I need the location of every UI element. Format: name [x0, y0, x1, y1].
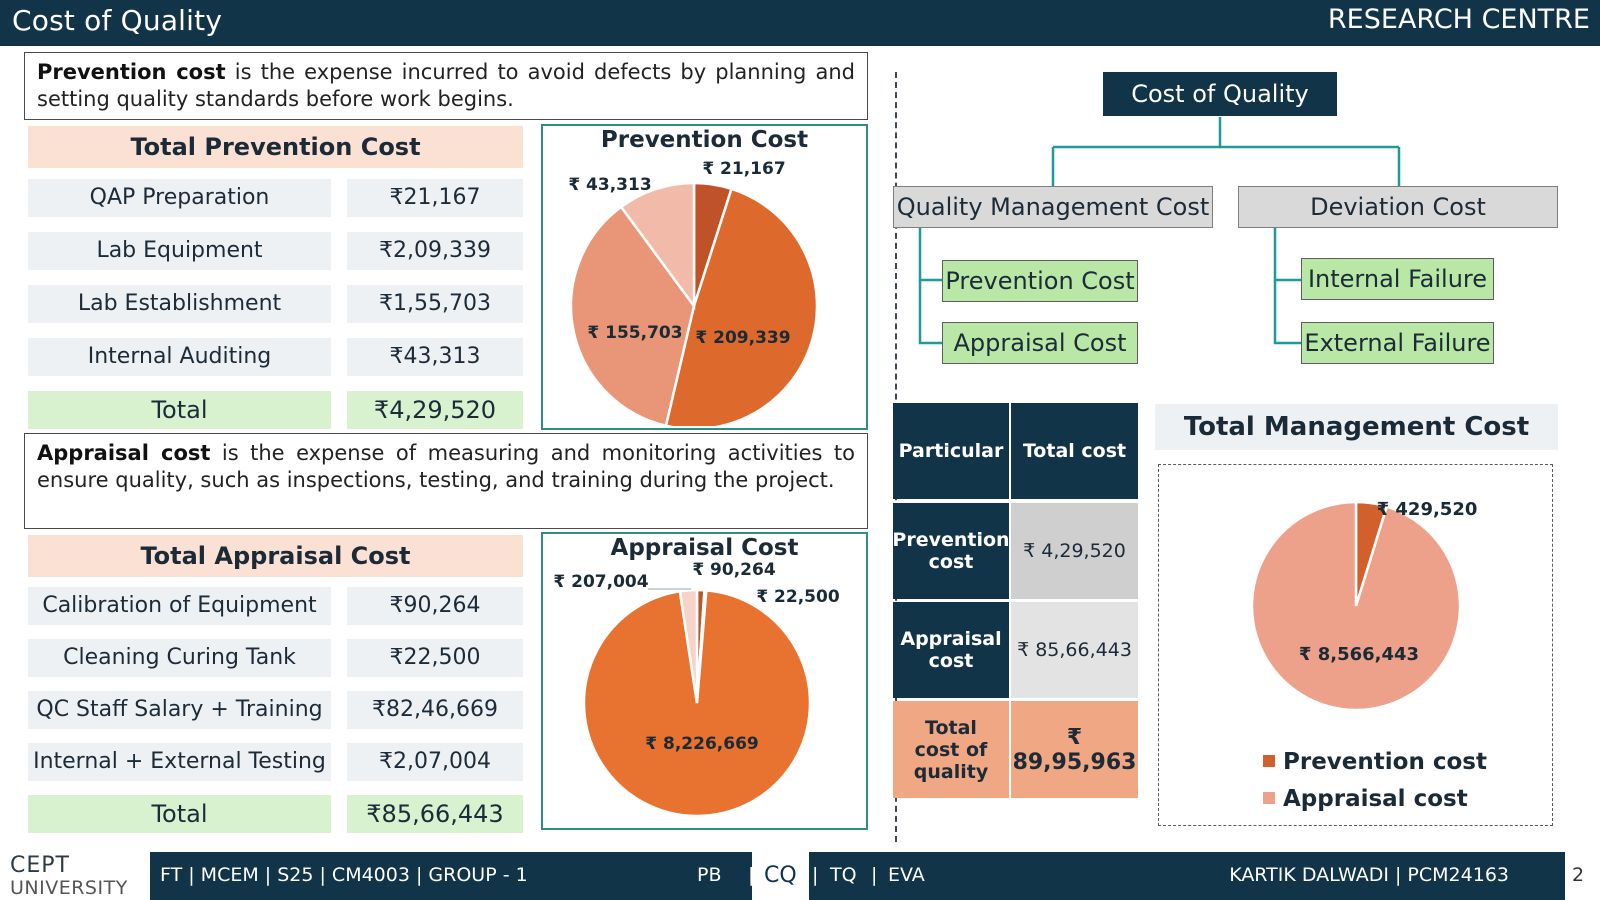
prevention-item-label: Internal Auditing — [28, 338, 331, 376]
pie-data-label: ₹ 207,004 — [553, 572, 648, 592]
org-node-root: Cost of Quality — [1103, 72, 1337, 116]
page-title: Cost of Quality — [12, 4, 223, 37]
nav-separator: | — [812, 864, 819, 886]
appraisal-item-value: ₹90,264 — [347, 587, 523, 625]
pie-data-label: ₹ 22,500 — [756, 587, 840, 607]
nav-separator: | — [748, 864, 754, 886]
org-node-appraisal: Appraisal Cost — [942, 322, 1138, 364]
pie-data-label: ₹ 155,703 — [587, 323, 682, 343]
pie-data-label: ₹ 209,339 — [695, 328, 790, 348]
prevention-item-value: ₹21,167 — [347, 179, 523, 217]
pie-slice — [1250, 500, 1462, 712]
org-node-external-failure: External Failure — [1301, 322, 1494, 364]
nav-link-tq[interactable]: TQ — [830, 864, 857, 886]
cept-university-logo: CEPT UNIVERSITY — [10, 853, 128, 900]
summary-total-label: Total cost of quality — [893, 701, 1009, 798]
nav-separator: | — [871, 864, 878, 886]
summary-row-label: Appraisal cost — [893, 602, 1009, 698]
appraisal-table-title: Total Appraisal Cost — [28, 535, 523, 577]
prevention-chart: Prevention Cost ₹ 21,167 ₹ 209,339 ₹ 155,7… — [541, 124, 868, 430]
header-bar: Cost of Quality RESEARCH CENTRE — [0, 0, 1600, 46]
org-node-quality-management: Quality Management Cost — [893, 186, 1213, 228]
pie-slice — [678, 588, 699, 704]
legend-swatch — [1263, 791, 1275, 804]
prevention-def-term: Prevention cost — [37, 60, 226, 84]
appraisal-item-value: ₹2,07,004 — [347, 743, 523, 781]
footer-author: KARTIK DALWADI | PCM24163 — [1229, 864, 1509, 886]
pie-data-label: ₹ 429,520 — [1377, 499, 1478, 520]
logo-line-1: CEPT — [10, 853, 70, 878]
summary-header-total: Total cost — [1011, 403, 1138, 499]
legend-label: Prevention cost — [1283, 749, 1487, 775]
prevention-table-title: Total Prevention Cost — [28, 126, 523, 168]
org-connector — [1273, 280, 1301, 345]
org-chart-connectors — [918, 117, 1401, 345]
org-node-prevention: Prevention Cost — [942, 260, 1138, 302]
legend-swatch — [1263, 754, 1275, 767]
appraisal-chart: Appraisal Cost ₹ 90,264 ₹ 22,500 ₹ 8,226,6… — [541, 532, 868, 830]
pie-slice — [582, 589, 812, 818]
appraisal-item-label: Cleaning Curing Tank — [28, 639, 331, 677]
pie-slice — [619, 181, 696, 310]
prevention-item-value: ₹43,313 — [347, 338, 523, 376]
org-connector — [918, 280, 942, 345]
appraisal-def-text: is the expense of measuring and monitori… — [37, 441, 856, 492]
pie-slice — [569, 205, 696, 426]
prevention-item-label: Lab Equipment — [28, 232, 331, 270]
appraisal-item-value: ₹22,500 — [347, 639, 523, 677]
appraisal-def-term: Appraisal cost — [37, 441, 211, 465]
org-node-deviation: Deviation Cost — [1238, 186, 1558, 228]
summary-row-value: ₹ 4,29,520 — [1011, 503, 1138, 599]
management-pie: ₹ 429,520 ₹ 8,566,443 — [1250, 499, 1478, 712]
org-connector — [1273, 228, 1301, 282]
prevention-total-value: ₹4,29,520 — [347, 391, 523, 429]
summary-row-label: Prevention cost — [892, 503, 1010, 599]
summary-header-particular: Particular — [893, 403, 1009, 499]
page-number: 2 — [1572, 864, 1585, 886]
pie-slice — [664, 187, 819, 426]
appraisal-item-value: ₹82,46,669 — [347, 691, 523, 729]
appraisal-total-label: Total — [28, 795, 331, 833]
management-chart-title: Total Management Cost — [1155, 404, 1558, 450]
legend-label: Appraisal cost — [1283, 786, 1468, 812]
pie-data-label: ₹ 21,167 — [702, 159, 785, 179]
appraisal-total-value: ₹85,66,443 — [347, 795, 523, 833]
pie-data-label: ₹ 43,313 — [568, 175, 651, 195]
appraisal-item-label: Internal + External Testing — [28, 743, 331, 781]
nav-link-pb[interactable]: PB — [697, 864, 722, 886]
header-right-label: RESEARCH CENTRE — [1327, 4, 1590, 35]
prevention-def-text: is the expense incurred to avoid defects… — [37, 60, 855, 111]
prevention-definition: Prevention cost is the expense incurred … — [24, 52, 868, 120]
footer-course-info: FT | MCEM | S25 | CM4003 | GROUP - 1 — [160, 864, 528, 886]
legend-item-prevention: Prevention cost — [1263, 749, 1487, 775]
nav-link-cq[interactable]: CQ — [752, 852, 809, 900]
management-chart: ₹ 429,520 ₹ 8,566,443 Prevention cost App… — [1158, 464, 1553, 826]
org-node-internal-failure: Internal Failure — [1301, 258, 1494, 300]
appraisal-item-label: QC Staff Salary + Training — [28, 691, 331, 729]
summary-row-value: ₹ 85,66,443 — [1011, 602, 1138, 698]
prevention-pie: ₹ 21,167 ₹ 209,339 ₹ 155,703 ₹ 43,313 — [568, 159, 819, 426]
prevention-item-label: Lab Establishment — [28, 285, 331, 323]
pie-data-label: ₹ 8,226,669 — [645, 734, 758, 754]
pie-data-label: ₹ 90,264 — [692, 560, 776, 580]
legend-item-appraisal: Appraisal cost — [1263, 786, 1468, 812]
pie-data-label: ₹ 8,566,443 — [1299, 644, 1419, 665]
appraisal-chart-title: Appraisal Cost — [610, 535, 799, 561]
logo-line-2: UNIVERSITY — [10, 877, 128, 899]
appraisal-definition: Appraisal cost is the expense of measuri… — [24, 433, 868, 529]
nav-link-eva[interactable]: EVA — [888, 864, 925, 886]
appraisal-pie: ₹ 90,264 ₹ 22,500 ₹ 8,226,669 ₹ 207,004 — [553, 560, 840, 818]
prevention-chart-title: Prevention Cost — [600, 127, 809, 153]
prevention-item-value: ₹2,09,339 — [347, 232, 523, 270]
prevention-total-label: Total — [28, 391, 331, 429]
footer-bar: FT | MCEM | S25 | CM4003 | GROUP - 1 PB … — [150, 852, 1565, 900]
prevention-item-value: ₹1,55,703 — [347, 285, 523, 323]
summary-total-value: ₹ 89,95,963 — [1011, 701, 1138, 798]
prevention-item-label: QAP Preparation — [28, 179, 331, 217]
org-connector — [918, 228, 942, 282]
appraisal-item-label: Calibration of Equipment — [28, 587, 331, 625]
